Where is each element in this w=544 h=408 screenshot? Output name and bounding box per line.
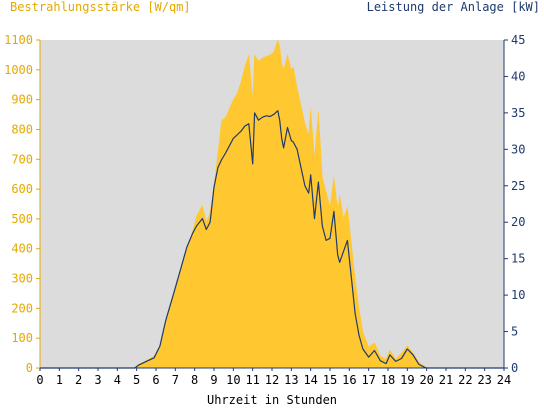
- left-tick-label: 900: [11, 93, 33, 107]
- axes-layer: 0100200300400500600700800900100011000510…: [4, 33, 525, 387]
- right-tick-label: 40: [511, 69, 525, 83]
- x-tick-label: 11: [245, 373, 259, 387]
- x-tick-label: 5: [133, 373, 140, 387]
- left-tick-label: 0: [26, 361, 33, 375]
- left-axis-title: Bestrahlungsstärke [W/qm]: [10, 0, 191, 14]
- x-axis-title: Uhrzeit in Stunden: [206, 393, 338, 407]
- right-tick-label: 30: [511, 142, 525, 156]
- left-tick-label: 600: [11, 182, 33, 196]
- left-tick-label: 500: [11, 212, 33, 226]
- x-tick-label: 7: [172, 373, 179, 387]
- x-tick-label: 4: [114, 373, 121, 387]
- x-tick-label: 18: [381, 373, 395, 387]
- right-tick-label: 10: [511, 288, 525, 302]
- right-tick-label: 25: [511, 179, 525, 193]
- right-tick-label: 15: [511, 252, 525, 266]
- left-tick-label: 1000: [4, 63, 33, 77]
- x-tick-label: 12: [265, 373, 279, 387]
- x-tick-label: 21: [439, 373, 453, 387]
- left-tick-label: 100: [11, 331, 33, 345]
- x-tick-label: 8: [191, 373, 198, 387]
- left-tick-label: 700: [11, 152, 33, 166]
- x-tick-label: 13: [284, 373, 298, 387]
- x-tick-label: 9: [210, 373, 217, 387]
- right-axis-title: Leistung der Anlage [kW]: [366, 0, 540, 14]
- x-tick-label: 6: [152, 373, 159, 387]
- power-line: [40, 110, 504, 369]
- right-tick-label: 0: [511, 361, 518, 375]
- left-tick-label: 300: [11, 272, 33, 286]
- x-tick-label: 0: [36, 373, 43, 387]
- x-tick-label: 23: [477, 373, 491, 387]
- right-tick-label: 20: [511, 215, 525, 229]
- x-tick-label: 2: [75, 373, 82, 387]
- x-tick-label: 16: [342, 373, 356, 387]
- x-tick-label: 14: [303, 373, 317, 387]
- x-tick-label: 19: [400, 373, 414, 387]
- right-tick-label: 35: [511, 106, 525, 120]
- x-tick-label: 3: [94, 373, 101, 387]
- x-tick-label: 15: [323, 373, 337, 387]
- x-tick-label: 20: [419, 373, 433, 387]
- x-tick-label: 10: [226, 373, 240, 387]
- left-tick-label: 800: [11, 122, 33, 136]
- x-tick-label: 24: [497, 373, 511, 387]
- irradiance-area: [40, 39, 504, 369]
- right-tick-label: 45: [511, 33, 525, 47]
- x-tick-label: 1: [56, 373, 63, 387]
- right-tick-label: 5: [511, 325, 518, 339]
- left-tick-label: 200: [11, 301, 33, 315]
- left-tick-label: 1100: [4, 33, 33, 47]
- left-tick-label: 400: [11, 242, 33, 256]
- x-tick-label: 22: [458, 373, 472, 387]
- x-tick-label: 17: [361, 373, 375, 387]
- series-layer: [40, 39, 504, 369]
